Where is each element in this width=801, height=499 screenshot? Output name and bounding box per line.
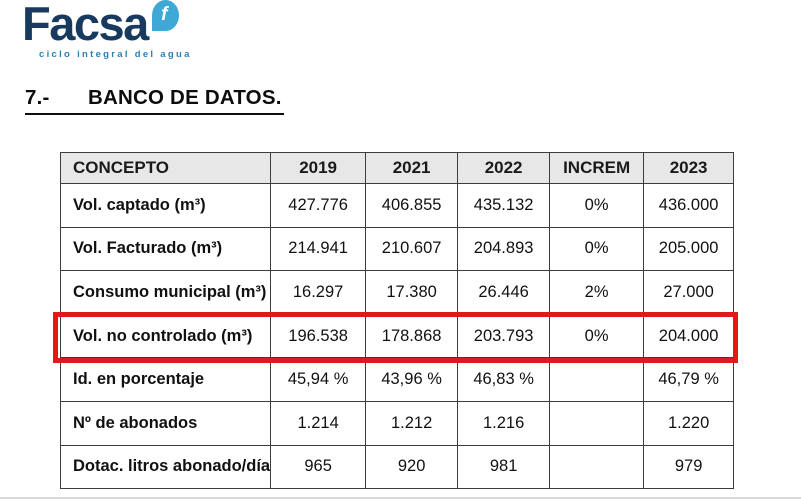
- row-label: Id. en porcentaje: [59, 357, 272, 402]
- section-heading: 7.- BANCO DE DATOS.: [25, 86, 284, 115]
- column-header-increm: INCREM: [549, 152, 645, 184]
- data-cell: 436.000: [643, 183, 735, 228]
- data-cell: 979: [643, 444, 735, 490]
- heading-number: 7.-: [25, 86, 50, 109]
- data-cell: 204.000: [643, 313, 735, 359]
- data-cell: 1.214: [270, 400, 367, 446]
- data-cell: 27.000: [643, 270, 735, 315]
- table-header-row: CONCEPTO 2019 2021 2022 INCREM 2023: [59, 152, 735, 184]
- data-cell: 46,83 %: [457, 357, 551, 402]
- data-cell: 0%: [549, 313, 645, 359]
- row-label: Vol. captado (m³): [59, 183, 272, 228]
- row-label: Dotac. litros abonado/día: [59, 444, 272, 490]
- data-cell: 2%: [549, 270, 645, 315]
- table-row-vol-captado: Vol. captado (m³) 427.776 406.855 435.13…: [59, 183, 735, 228]
- data-cell: 46,79 %: [643, 357, 735, 402]
- data-cell: 1.212: [365, 400, 459, 446]
- data-cell: 406.855: [365, 183, 459, 228]
- logo-tagline: ciclo integral del agua: [39, 48, 192, 60]
- table-row-num-abonados: Nº de abonados 1.214 1.212 1.216 1.220: [59, 400, 735, 446]
- row-label: Vol. no controlado (m³): [59, 313, 272, 359]
- data-cell: 178.868: [365, 313, 459, 359]
- data-cell: 981: [457, 444, 551, 490]
- data-cell: [549, 400, 645, 446]
- data-cell: 17.380: [365, 270, 459, 315]
- data-cell: 16.297: [270, 270, 367, 315]
- column-header-2023: 2023: [643, 152, 735, 184]
- data-table: CONCEPTO 2019 2021 2022 INCREM 2023 Vol.…: [59, 152, 735, 490]
- pick-icon-letter: f: [161, 4, 168, 25]
- row-label: Vol. Facturado (m³): [59, 226, 272, 272]
- logo-wordmark: Facsa: [22, 0, 149, 50]
- column-header-2022: 2022: [457, 152, 551, 184]
- data-cell: 26.446: [457, 270, 551, 315]
- column-header-2021: 2021: [365, 152, 459, 184]
- table-row-vol-facturado: Vol. Facturado (m³) 214.941 210.607 204.…: [59, 226, 735, 272]
- data-cell: 205.000: [643, 226, 735, 272]
- data-cell: 204.893: [457, 226, 551, 272]
- data-cell: [549, 357, 645, 402]
- column-header-concepto: CONCEPTO: [59, 152, 272, 184]
- data-cell: 965: [270, 444, 367, 490]
- row-label: Nº de abonados: [59, 400, 272, 446]
- page-bottom-edge: [0, 497, 801, 499]
- data-cell: 0%: [549, 226, 645, 272]
- facsa-logo: Facsa f ciclo integral del agua: [22, 0, 192, 60]
- data-cell: 427.776: [270, 183, 367, 228]
- data-cell: 1.216: [457, 400, 551, 446]
- data-cell: 0%: [549, 183, 645, 228]
- table-row-dotacion: Dotac. litros abonado/día 965 920 981 97…: [59, 444, 735, 490]
- data-cell: 43,96 %: [365, 357, 459, 402]
- data-cell: [549, 444, 645, 490]
- table-row-id-porcentaje: Id. en porcentaje 45,94 % 43,96 % 46,83 …: [59, 357, 735, 402]
- table-row-vol-no-controlado: Vol. no controlado (m³) 196.538 178.868 …: [59, 313, 735, 359]
- data-cell: 920: [365, 444, 459, 490]
- heading-title: BANCO DE DATOS.: [88, 86, 282, 109]
- data-cell: 45,94 %: [270, 357, 367, 402]
- facsa-pick-icon: f: [151, 0, 179, 31]
- table-row-consumo-municipal: Consumo municipal (m³) 16.297 17.380 26.…: [59, 270, 735, 315]
- data-cell: 210.607: [365, 226, 459, 272]
- data-cell: 435.132: [457, 183, 551, 228]
- data-cell: 214.941: [270, 226, 367, 272]
- column-header-2019: 2019: [270, 152, 367, 184]
- data-cell: 203.793: [457, 313, 551, 359]
- data-cell: 196.538: [270, 313, 367, 359]
- row-label: Consumo municipal (m³): [59, 270, 272, 315]
- data-cell: 1.220: [643, 400, 735, 446]
